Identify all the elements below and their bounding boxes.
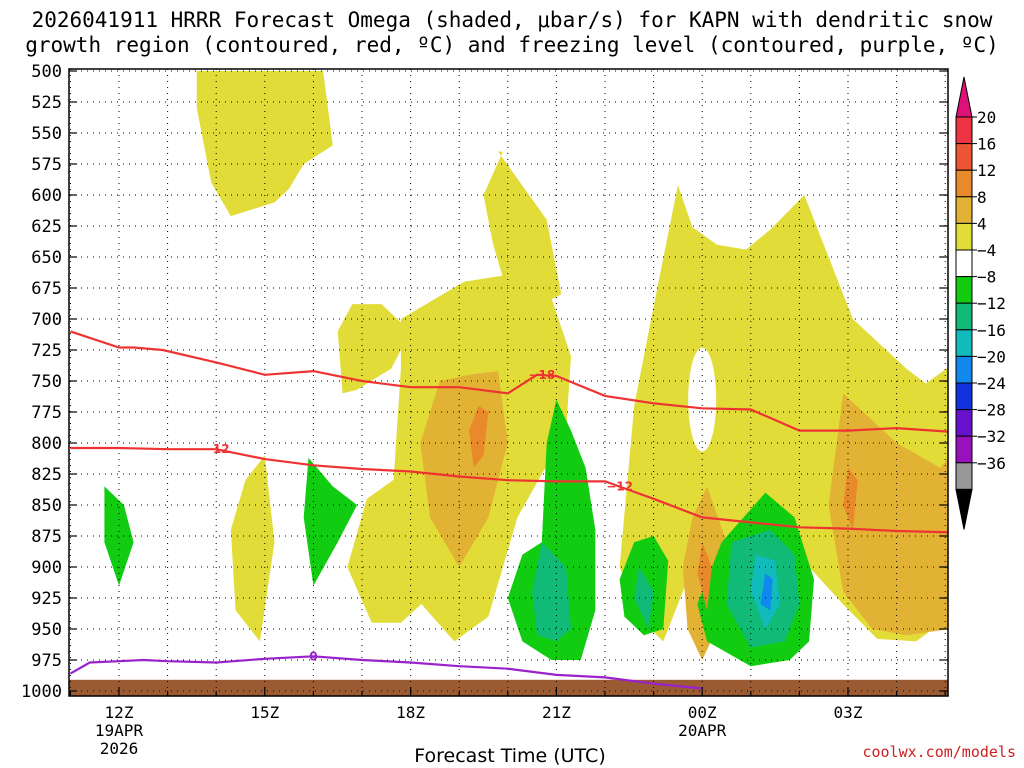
colorbar-label--16: −16 <box>977 321 1006 340</box>
colorbar-label-4: 4 <box>977 214 987 233</box>
credit-link[interactable]: coolwx.com/models <box>862 743 1016 761</box>
y-tick-label-1000: 1000 <box>21 682 62 702</box>
colorbar-label--32: −32 <box>977 427 1006 446</box>
x-tick-label-00Z: 00Z <box>688 703 717 722</box>
y-tick-label-575: 575 <box>31 155 62 175</box>
y-tick-label-975: 975 <box>31 651 62 671</box>
omega-region-orange-region-03Z <box>828 393 948 636</box>
y-tick-label-625: 625 <box>31 217 62 237</box>
omega-region-yellow-cell-18Z <box>347 467 445 623</box>
colorbar-label--8: −8 <box>977 268 996 287</box>
x-axis-title: Forecast Time (UTC) <box>414 745 606 767</box>
y-tick-label-825: 825 <box>31 465 62 485</box>
y-tick-label-600: 600 <box>31 186 62 206</box>
omega-region-green-cell-12Z <box>104 486 134 586</box>
contour-label--12-b: −12 <box>203 442 230 456</box>
colorbar-swatch--4 <box>955 249 973 278</box>
y-tick-label-750: 750 <box>31 372 62 392</box>
blue-core-01z <box>760 573 773 611</box>
y-tick-label-875: 875 <box>31 527 62 547</box>
x-tick-label-18Z: 18Z <box>396 703 425 722</box>
teal-core-23z <box>634 567 654 629</box>
omega-region-upper-yellow-plume <box>196 71 333 217</box>
y-tick-label-850: 850 <box>31 496 62 516</box>
colorbar-label--36: −36 <box>977 454 1006 473</box>
colorbar-label--28: −28 <box>977 401 1006 420</box>
y-tick-label-925: 925 <box>31 589 62 609</box>
contour--12C-line <box>70 446 948 534</box>
contour-label--12: −12 <box>606 480 633 494</box>
chart-title-line-1: 2026041911 HRRR Forecast Omega (shaded, … <box>31 8 993 32</box>
colorbar-swatch-4 <box>955 222 973 251</box>
colorbar-swatch--32 <box>955 435 973 464</box>
colorbar-swatch--24 <box>955 382 973 411</box>
colorbar-swatch-8 <box>955 196 973 224</box>
x-tick-year-12Z: 2026 <box>100 739 139 758</box>
x-tick-label-15Z: 15Z <box>250 703 279 722</box>
plot-frame <box>68 68 949 697</box>
contour-label--18: −18 <box>528 368 555 382</box>
colorbar-swatch-20 <box>955 116 973 145</box>
terrain-surface <box>69 679 948 696</box>
omega-region-mid-yellow-cell-17Z <box>337 304 411 394</box>
colorbar-swatch-16 <box>955 143 973 171</box>
colorbar-label--4: −4 <box>977 241 996 260</box>
omega-region-green-cell-16Z <box>303 457 358 586</box>
contour-0C-freezing-line <box>69 655 703 690</box>
contour-label-0: 0 <box>309 649 317 663</box>
y-tick-label-500: 500 <box>31 62 62 82</box>
colorbar-label--24: −24 <box>977 374 1006 393</box>
y-tick-label-775: 775 <box>31 403 62 423</box>
y-tick-label-675: 675 <box>31 279 62 299</box>
colorbar-label--20: −20 <box>977 347 1006 366</box>
colorbar-swatch--28 <box>955 409 973 437</box>
colorbar-under-arrow <box>955 488 973 530</box>
colorbar-swatch--8 <box>955 276 973 304</box>
y-tick-label-550: 550 <box>31 124 62 144</box>
y-tick-label-900: 900 <box>31 558 62 578</box>
colorbar-swatch-12 <box>955 169 973 198</box>
orange-inner-03z <box>843 467 858 530</box>
omega-region-green-plume-21Z <box>507 399 596 660</box>
orange-inner-00z <box>697 542 712 611</box>
x-tick-date-00Z: 20APR <box>678 721 727 740</box>
orange-core-20z <box>468 405 489 468</box>
omega-region-yellow-cell-15Z <box>230 455 275 642</box>
colorbar-label-12: 12 <box>977 161 996 180</box>
omega-region-yellow-cell-21Z <box>483 151 562 307</box>
colorbar-swatch--16 <box>955 329 973 357</box>
colorbar-swatch--12 <box>955 302 973 331</box>
x-tick-label-21Z: 21Z <box>542 703 571 722</box>
x-tick-label-12Z: 12Z <box>105 703 134 722</box>
colorbar-over-arrow <box>955 76 973 118</box>
colorbar-label-8: 8 <box>977 188 987 207</box>
x-tick-label-03Z: 03Z <box>834 703 863 722</box>
y-tick-label-700: 700 <box>31 310 62 330</box>
colorbar-swatch--36 <box>955 462 973 490</box>
y-tick-label-525: 525 <box>31 93 62 113</box>
colorbar-label--12: −12 <box>977 294 1006 313</box>
colorbar-label-20: 20 <box>977 108 996 127</box>
chart-title-line-2: growth region (contoured, red, ºC) and f… <box>25 33 999 57</box>
colorbar-swatch--20 <box>955 355 973 384</box>
y-tick-label-800: 800 <box>31 434 62 454</box>
colorbar-label-16: 16 <box>977 135 996 154</box>
y-tick-label-950: 950 <box>31 620 62 640</box>
y-tick-label-725: 725 <box>31 341 62 361</box>
contour--18C-line <box>70 330 948 433</box>
x-tick-date-12Z: 19APR <box>95 721 144 740</box>
y-tick-label-650: 650 <box>31 248 62 268</box>
